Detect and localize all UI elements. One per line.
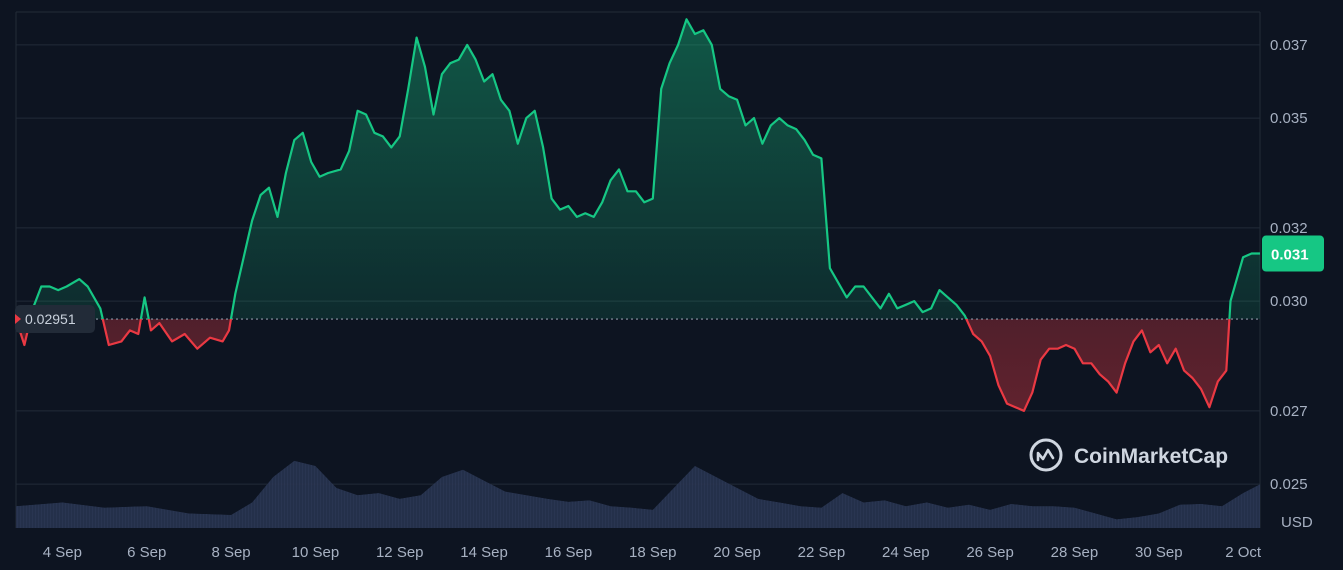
y-tick-label: 0.032 [1270,220,1308,237]
watermark-text: CoinMarketCap [1074,445,1228,468]
x-tick-label: 2 Oct [1225,544,1262,561]
x-tick-label: 8 Sep [211,544,250,561]
x-tick-label: 10 Sep [292,544,340,561]
x-tick-label: 12 Sep [376,544,424,561]
x-tick-label: 30 Sep [1135,544,1183,561]
coinmarketcap-watermark: CoinMarketCap [1029,438,1228,472]
x-tick-label: 4 Sep [43,544,82,561]
y-tick-label: 0.037 [1270,37,1308,54]
current-price-label: 0.031 [1271,247,1309,264]
x-tick-label: 18 Sep [629,544,677,561]
x-tick-label: 6 Sep [127,544,166,561]
x-tick-label: 24 Sep [882,544,930,561]
price-line [14,18,1260,412]
x-tick-label: 16 Sep [545,544,593,561]
x-tick-label: 22 Sep [798,544,846,561]
coinmarketcap-logo-icon [1029,438,1063,472]
y-tick-label: 0.027 [1270,403,1308,420]
price-line-up [15,18,1260,320]
reference-price-label: 0.02951 [25,311,76,327]
current-price-badge-bg [1262,235,1324,272]
price-area [16,19,1260,411]
area-above-reference [16,19,1260,320]
reference-price-badge: 0.02951 [15,305,95,334]
currency-label: USD [1281,514,1313,531]
y-tick-label: 0.030 [1270,293,1308,310]
y-tick-label: 0.025 [1270,476,1308,493]
area-below-reference [16,319,1230,411]
y-axis: 0.025 0.027 0.030 0.032 0.035 0.037 [1270,37,1308,493]
x-tick-label: 26 Sep [966,544,1014,561]
current-price-badge: 0.031 [1262,235,1324,272]
y-tick-label: 0.035 [1270,110,1308,127]
reference-arrow-icon [15,314,21,325]
x-tick-label: 28 Sep [1051,544,1099,561]
reference-badge-bg [15,305,95,334]
x-tick-label: 20 Sep [713,544,761,561]
x-tick-label: 14 Sep [460,544,508,561]
x-axis: 4 Sep 6 Sep 8 Sep 10 Sep 12 Sep 14 Sep 16 Sep 1… [43,544,1262,561]
price-line-down [14,319,1231,412]
